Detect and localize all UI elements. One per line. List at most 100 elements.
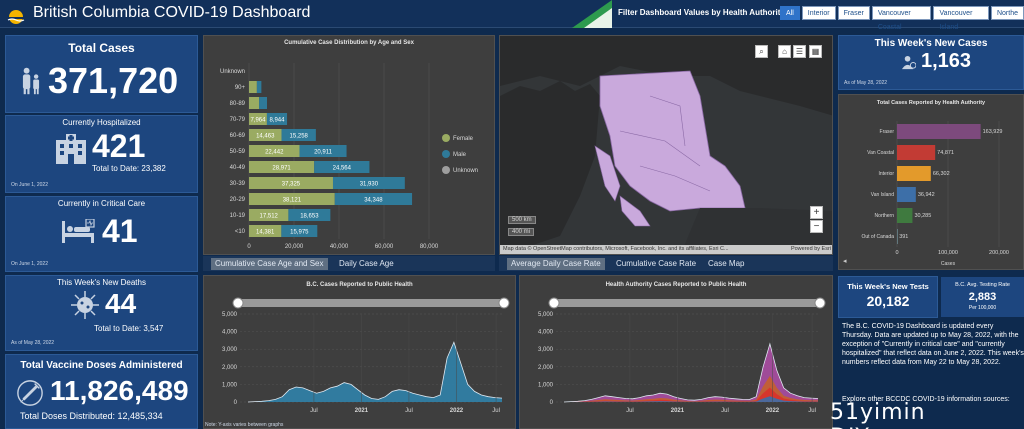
deaths-total: Total to Date: 3,547 [94, 324, 164, 333]
filter-label: Filter Dashboard Values by Health Author… [618, 8, 788, 17]
tab-daily-case-age[interactable]: Daily Case Age [339, 259, 394, 268]
bc-chart-x-tick: 2021 [355, 408, 369, 414]
map-home-button[interactable]: ⌂ [778, 45, 791, 58]
age-chart-x-tick: 60,000 [375, 244, 394, 250]
ha-daily-chart-area-layer [564, 375, 818, 402]
ha-chart-category-label: Interior [878, 171, 894, 177]
map-attribution-text: Map data © OpenStreetMap contributors, M… [503, 246, 729, 252]
hospitalized-asof: On June 1, 2022 [11, 182, 48, 188]
bc-chart-range-slider [238, 299, 504, 307]
info-update-text: The B.C. COVID-19 Dashboard is updated e… [842, 323, 1024, 366]
case-map[interactable]: ⌕ ⌂ ☰ ▦ 500 km 400 mi + − Map data © Ope… [499, 35, 833, 255]
ha-chart-category-label: Fraser [880, 129, 895, 135]
bc-chart-slider-handle-start [232, 297, 244, 309]
age-chart-bar-female [249, 225, 282, 237]
filter-button-fraser[interactable]: Fraser [837, 6, 870, 20]
age-chart-bar-female [249, 161, 315, 173]
bc-cases-chart-title: B.C. Cases Reported to Public Health [306, 282, 413, 288]
map-powered-by: Powered by Esri [790, 246, 831, 252]
map-list-button[interactable]: ☰ [793, 45, 806, 58]
age-chart-data-label: 34,348 [364, 198, 383, 204]
age-chart-category-label: 20-29 [230, 197, 246, 203]
ha-chart-x-tick: 100,000 [938, 250, 958, 256]
info-panel: The B.C. COVID-19 Dashboard is updated e… [842, 322, 1024, 404]
ha-chart-bar [897, 145, 936, 160]
bc-chart-x-tick: 2022 [450, 408, 464, 414]
new-cases-asof: As of May 28, 2022 [844, 80, 888, 86]
ha-chart-data-label: 163,929 [983, 129, 1003, 135]
tab-case-map[interactable]: Case Map [708, 259, 745, 268]
filter-button-vancouver-island[interactable]: Vancouver Island [933, 6, 989, 31]
filter-button-group: All Interior Fraser Vancouver Coastal Vancou… [780, 6, 1024, 31]
age-chart-legend-label: Unknown [453, 168, 478, 174]
zoom-out-button[interactable]: − [810, 220, 823, 233]
testing-rate-value: 2,883 [968, 291, 997, 303]
age-chart-bar-female [249, 129, 282, 141]
ha-daily-chart-y-tick: 1,000 [538, 382, 554, 388]
ha-daily-chart: 0 1,000 2,000 3,000 4,000 5,000 Jul 2021 Jul 2022… [538, 297, 826, 414]
age-chart-bar-male [314, 161, 370, 173]
bc-cases-chart-panel: B.C. Cases Reported to Public Health 0 1,… [203, 275, 516, 429]
age-chart-category-label: 30-39 [230, 181, 246, 187]
bc-chart-area [248, 342, 502, 402]
filter-button-northe[interactable]: Northe [990, 6, 1024, 20]
age-chart-bar-male [299, 145, 347, 157]
ha-chart-x-tick: 200,000 [989, 250, 1009, 256]
bc-chart-y-tick: 2,000 [222, 365, 238, 371]
age-chart-bar-female [249, 81, 257, 93]
ha-daily-chart-x-tick: 2021 [671, 408, 685, 414]
vaccine-title: Total Vaccine Doses Administered [20, 360, 183, 371]
zoom-in-button[interactable]: + [810, 206, 823, 219]
filter-button-vancouver-coastal[interactable]: Vancouver Coastal [871, 6, 932, 31]
bc-chart-x-tick: Jul [492, 408, 500, 414]
age-chart-data-label: 14,381 [256, 230, 275, 236]
filter-button-interior[interactable]: Interior [801, 6, 836, 20]
health-authority-chart-scroll-left[interactable]: ◂ [843, 258, 847, 265]
bc-chart-y-tick: 5,000 [222, 312, 238, 318]
age-chart-bar-male [259, 97, 267, 109]
age-chart-data-label: 31,930 [360, 182, 379, 188]
age-chart-legend-swatch [442, 166, 450, 174]
age-chart-bar-female [249, 97, 260, 109]
tab-average-daily-case-rate[interactable]: Average Daily Case Rate [507, 258, 605, 270]
hospitalized-value: 421 [92, 128, 146, 164]
age-chart-bar-male [332, 177, 405, 189]
age-chart-x-tick: 20,000 [285, 244, 304, 250]
people-icon [22, 67, 40, 95]
age-chart-bar-male [256, 81, 262, 93]
age-chart-data-label: 7,964 [250, 118, 266, 124]
tab-cumulative-case-age[interactable]: Cumulative Case Age and Sex [211, 258, 328, 270]
tab-cumulative-case-rate[interactable]: Cumulative Case Rate [616, 259, 697, 268]
testing-rate-title: B.C. Avg. Testing Rate [955, 282, 1010, 288]
ha-chart-x-axis-label: Cases [941, 261, 956, 267]
ha-daily-chart-x-tick: Jul [626, 408, 634, 414]
map-search-button[interactable]: ⌕ [755, 45, 768, 58]
map-layers-button[interactable]: ▦ [809, 45, 822, 58]
health-authority-chart-panel: Total Cases Reported by Health Authority… [838, 94, 1024, 270]
age-chart-data-label: 22,442 [265, 150, 284, 156]
ha-chart-bar [897, 229, 898, 244]
map-scale-mi: 400 mi [508, 228, 535, 236]
age-chart-category-label: 40-49 [230, 165, 246, 171]
total-cases-card: Total Cases 371,720 [5, 35, 198, 113]
ha-daily-chart-line [563, 342, 819, 403]
bc-chart-y-tick: 3,000 [222, 347, 238, 353]
map-canvas [500, 36, 832, 254]
ha-chart-bar [897, 124, 981, 139]
age-chart-bar-male [281, 129, 316, 141]
age-chart-x-tick: 80,000 [420, 244, 439, 250]
vaccine-distributed: Total Doses Distributed: 12,485,334 [20, 411, 163, 421]
filter-button-all[interactable]: All [780, 6, 800, 20]
age-chart-bar-female [249, 209, 289, 221]
age-chart-bar-female [249, 193, 335, 205]
age-chart-category-label: 10-19 [230, 213, 246, 219]
age-chart-bar-male [288, 209, 331, 221]
right-tab-bar: Average Daily Case Rate Cumulative Case … [499, 256, 833, 271]
deaths-value: 44 [105, 288, 137, 319]
info-explore-text: Explore other BCCDC COVID-19 information… [842, 396, 1010, 403]
age-chart-data-label: 37,325 [282, 182, 301, 188]
bc-logo-icon [7, 10, 25, 24]
ha-chart-x-tick: 0 [895, 250, 898, 256]
critical-care-title: Currently in Critical Care [57, 199, 146, 208]
